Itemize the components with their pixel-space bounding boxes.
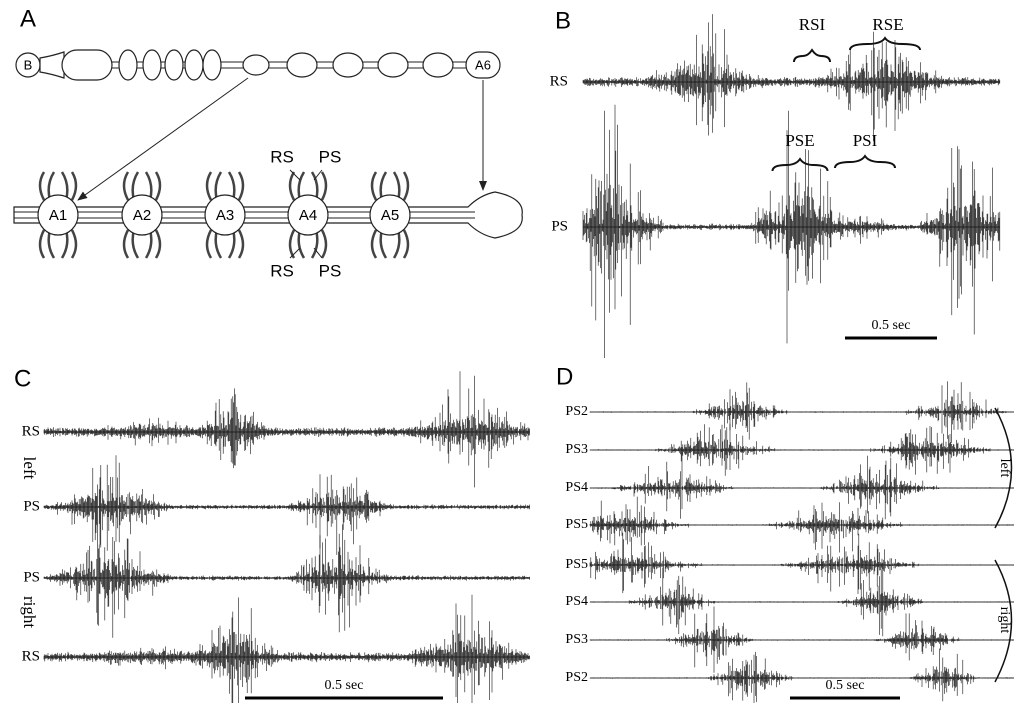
scale-label: 0.5 sec bbox=[872, 318, 911, 333]
bracket-label: PSI bbox=[853, 131, 878, 150]
arrow bbox=[77, 77, 249, 201]
bracket-label: RSE bbox=[872, 15, 903, 34]
scale-label: 0.5 sec bbox=[826, 678, 865, 693]
bracket-label: PSE bbox=[785, 131, 814, 150]
seg-ganglion bbox=[377, 52, 409, 78]
nerve-label: RS bbox=[270, 147, 294, 166]
ganglion bbox=[369, 194, 411, 236]
ganglion bbox=[287, 194, 329, 236]
trace-label: PS bbox=[551, 218, 568, 234]
seg-ganglion bbox=[61, 49, 113, 81]
trace bbox=[43, 524, 530, 638]
bracket bbox=[771, 157, 829, 172]
seg-ganglion bbox=[242, 54, 270, 76]
seg-ganglion bbox=[332, 52, 364, 78]
nerve-cord bbox=[13, 191, 523, 239]
nerve bbox=[38, 171, 78, 259]
seg-ganglion bbox=[465, 51, 501, 79]
scale-label: 0.5 sec bbox=[325, 678, 364, 693]
ganglion bbox=[37, 194, 79, 236]
trace-label: RS bbox=[22, 423, 40, 439]
seg-ganglion bbox=[142, 49, 162, 81]
trace-label: PS2 bbox=[565, 670, 588, 685]
nerve-label: PS bbox=[319, 147, 342, 166]
trace-label: RS bbox=[550, 73, 568, 89]
trace bbox=[589, 648, 1014, 703]
seg-ganglion bbox=[164, 49, 184, 81]
bracket bbox=[793, 48, 831, 63]
trace-label: PS4 bbox=[565, 480, 588, 495]
bracket-label: RSI bbox=[799, 15, 826, 34]
trace-label: left bbox=[20, 457, 39, 480]
ganglion bbox=[121, 194, 163, 236]
trace-label: PS bbox=[23, 569, 40, 585]
seg-ganglion bbox=[202, 49, 222, 81]
trace-label: PS5 bbox=[565, 557, 588, 572]
nerve bbox=[122, 171, 162, 259]
trace bbox=[43, 371, 530, 488]
ganglion-label: A3 bbox=[216, 207, 234, 224]
panel-label: B bbox=[555, 7, 571, 34]
trace-label: PS3 bbox=[565, 442, 588, 457]
trace bbox=[43, 455, 530, 555]
side-bracket bbox=[994, 407, 1013, 683]
trace-label: PS5 bbox=[565, 517, 588, 532]
bracket bbox=[849, 36, 921, 51]
panel-a: A B A6 A1 A2 A3 A4 A5 RS PS RS PS bbox=[13, 5, 523, 280]
trace-label: PS bbox=[23, 498, 40, 514]
seg-ganglion bbox=[422, 52, 454, 78]
nerve bbox=[288, 171, 328, 259]
trace-label: right bbox=[997, 607, 1012, 634]
nerve bbox=[370, 171, 410, 259]
trace bbox=[43, 594, 530, 703]
trace-label: PS2 bbox=[565, 404, 588, 419]
trace-label: right bbox=[20, 596, 39, 628]
bracket bbox=[834, 154, 896, 169]
trace bbox=[589, 532, 1014, 594]
head-label: A6 bbox=[475, 57, 491, 72]
panel-label: D bbox=[556, 363, 573, 390]
ganglion-label: A2 bbox=[133, 207, 151, 224]
panel-label: C bbox=[14, 365, 31, 392]
seg-ganglion bbox=[184, 49, 204, 81]
trace bbox=[589, 496, 1014, 553]
trace-label: PS3 bbox=[565, 632, 588, 647]
trace-label: PS4 bbox=[565, 594, 588, 609]
label-line bbox=[289, 169, 323, 259]
ganglion-label: A5 bbox=[381, 207, 399, 224]
ganglion-label: A4 bbox=[299, 207, 317, 224]
trace bbox=[589, 453, 1014, 520]
panel-label: A bbox=[20, 5, 36, 32]
trace bbox=[582, 14, 1001, 142]
seg-ganglion bbox=[118, 49, 138, 81]
ganglion-label: A1 bbox=[49, 207, 67, 224]
ganglion bbox=[204, 194, 246, 236]
nerve bbox=[205, 171, 245, 259]
trace-label: RS bbox=[22, 648, 40, 664]
neck bbox=[39, 51, 65, 79]
trace-label: left bbox=[997, 459, 1012, 478]
seg-ganglion bbox=[286, 52, 318, 78]
head-label: B bbox=[24, 57, 33, 72]
nerve-label: PS bbox=[319, 261, 342, 280]
nerve-label: RS bbox=[270, 261, 294, 280]
